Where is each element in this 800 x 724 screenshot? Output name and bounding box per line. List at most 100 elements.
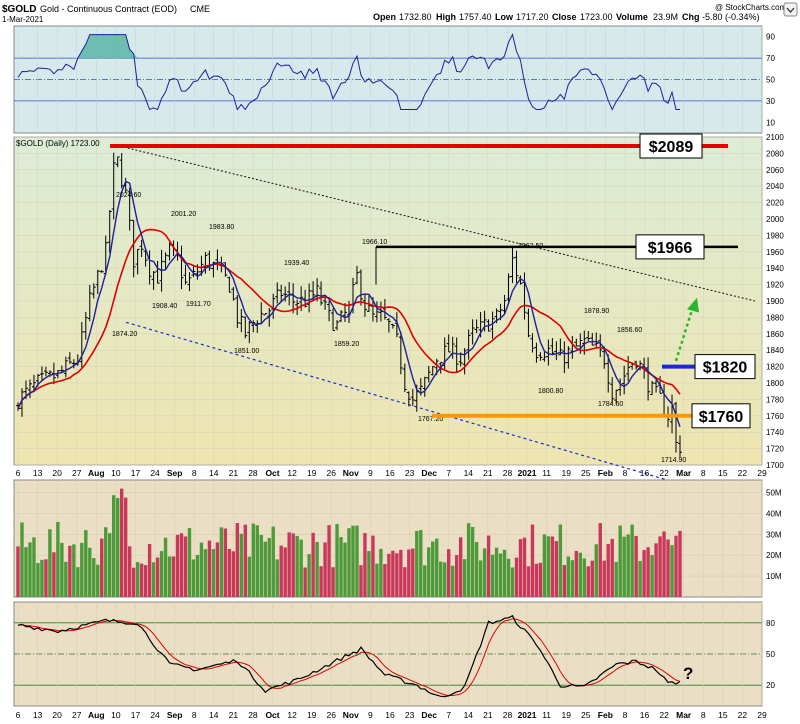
volume-bar bbox=[522, 537, 527, 597]
volume-bar bbox=[674, 535, 678, 597]
volume-bar bbox=[84, 530, 88, 597]
price-y-tick: 1880 bbox=[766, 313, 784, 322]
stoch-x-tick: 28 bbox=[248, 710, 258, 720]
price-x-tick: 28 bbox=[248, 468, 258, 478]
volume-y-tick: 50M bbox=[766, 489, 782, 498]
volume-bar bbox=[650, 555, 654, 597]
rsi-overbought-fill bbox=[69, 34, 138, 59]
stoch-x-tick: 15 bbox=[718, 710, 728, 720]
stoch-x-tick: 19 bbox=[307, 710, 317, 720]
price-y-tick: 2100 bbox=[766, 133, 784, 142]
volume-bar bbox=[155, 557, 160, 597]
price-label: 1939.40 bbox=[284, 260, 309, 267]
moving-average-slow bbox=[17, 228, 681, 409]
price-x-tick: Feb bbox=[598, 468, 613, 478]
price-y-tick: 2060 bbox=[766, 166, 784, 175]
volume-bar bbox=[40, 559, 44, 597]
volume-bar bbox=[331, 567, 335, 597]
volume-bar bbox=[259, 534, 263, 597]
stoch-x-tick: 14 bbox=[464, 710, 474, 720]
price-y-tick: 2000 bbox=[766, 215, 784, 224]
volume-bar bbox=[634, 535, 638, 597]
price-x-tick: 6 bbox=[16, 468, 21, 478]
volume-bar bbox=[100, 538, 104, 597]
stoch-x-tick: 21 bbox=[483, 710, 493, 720]
volume-bar bbox=[538, 562, 543, 597]
price-y-tick: 1900 bbox=[766, 297, 784, 306]
chart-date: 1-Mar-2021 bbox=[2, 15, 44, 24]
volume-bar bbox=[590, 560, 594, 597]
volume-bar bbox=[24, 547, 28, 597]
volume-bar bbox=[104, 527, 108, 597]
volume-bar bbox=[391, 550, 395, 597]
stochastic-panel: 80 50 20 ? 6 13 20 27 Aug 10 17 24 Sep 8 14 21 28 Oct 12… bbox=[13, 601, 775, 720]
volume-bar bbox=[458, 537, 463, 597]
volume-bar bbox=[642, 550, 646, 597]
volume-bar bbox=[387, 553, 391, 597]
price-x-tick: 16 bbox=[385, 468, 395, 478]
price-label: 1800.80 bbox=[538, 388, 563, 395]
stoch-x-tick: 11 bbox=[542, 710, 551, 720]
level-label-box bbox=[635, 234, 705, 260]
volume-bar bbox=[251, 523, 255, 597]
level-label: $1820 bbox=[703, 360, 748, 377]
price-x-tick: 8 bbox=[623, 468, 628, 478]
volume-bar bbox=[598, 523, 602, 597]
volume-bar bbox=[363, 533, 367, 597]
price-x-tick: 19 bbox=[561, 468, 571, 478]
open-value: 1732.80 bbox=[399, 12, 432, 22]
volume-panel: 50M 40M 30M 20M 10M bbox=[13, 479, 782, 598]
stoch-x-tick: 9 bbox=[368, 710, 373, 720]
stoch-x-tick: 27 bbox=[72, 710, 82, 720]
volume-bar bbox=[462, 559, 467, 597]
price-x-tick: 21 bbox=[483, 468, 493, 478]
volume-bar bbox=[574, 550, 579, 597]
volume-bar bbox=[407, 549, 411, 597]
volume-bar bbox=[367, 551, 371, 597]
level-label: $2089 bbox=[649, 139, 694, 156]
volume-bar bbox=[147, 544, 152, 597]
price-label: 1714.90 bbox=[661, 457, 686, 464]
volume-bar bbox=[502, 549, 507, 597]
volume-bar bbox=[558, 524, 563, 597]
level-label-box bbox=[639, 133, 703, 159]
price-y-tick: 1760 bbox=[766, 412, 784, 421]
volume-bar bbox=[506, 558, 511, 597]
volume-bar bbox=[383, 564, 387, 597]
volume-bar bbox=[427, 547, 431, 597]
price-x-tick: 27 bbox=[72, 468, 82, 478]
volume-bar bbox=[510, 567, 515, 597]
volume-value: 23.9M bbox=[653, 12, 678, 22]
stoch-x-tick: Mar bbox=[676, 710, 692, 720]
volume-bar bbox=[602, 560, 606, 597]
volume-label: Volume bbox=[616, 12, 648, 22]
stoch-x-tick: 12 bbox=[287, 710, 297, 720]
volume-bar bbox=[614, 561, 618, 597]
volume-bar bbox=[96, 564, 100, 597]
volume-bar bbox=[187, 528, 192, 597]
stoch-x-tick: 20 bbox=[52, 710, 62, 720]
stoch-x-tick: Nov bbox=[343, 710, 359, 720]
price-label: 1856.60 bbox=[617, 327, 642, 334]
volume-bar bbox=[486, 535, 491, 597]
volume-bar bbox=[654, 543, 658, 597]
volume-bar bbox=[554, 541, 559, 597]
price-x-tick: 14 bbox=[464, 468, 474, 478]
price-x-tick: 8 bbox=[701, 468, 706, 478]
price-x-tick: Oct bbox=[265, 468, 279, 478]
price-y-tick: 2080 bbox=[766, 149, 784, 158]
volume-bar bbox=[371, 535, 375, 597]
volume-bar bbox=[474, 542, 479, 597]
price-y-tick: 2040 bbox=[766, 182, 784, 191]
chevron-down-icon[interactable] bbox=[786, 7, 795, 13]
volume-bar bbox=[203, 549, 208, 597]
price-x-tick: 28 bbox=[503, 468, 513, 478]
price-x-tick: 15 bbox=[718, 468, 728, 478]
stoch-x-tick: 25 bbox=[581, 710, 591, 720]
volume-bar bbox=[80, 542, 84, 597]
volume-bar bbox=[48, 529, 52, 597]
menu-button[interactable] bbox=[783, 2, 798, 17]
stoch-x-tick: 8 bbox=[701, 710, 706, 720]
